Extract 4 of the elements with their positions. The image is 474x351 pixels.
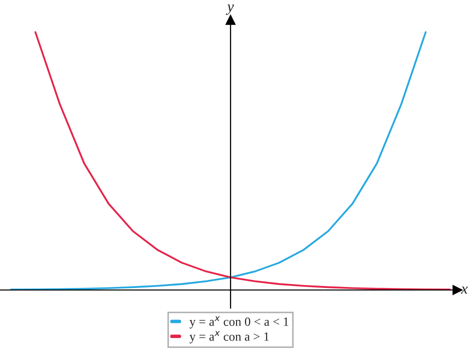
legend-label: y = a$^{x}$ con 0 < a < 1	[190, 316, 288, 328]
y-axis-title: y	[226, 4, 234, 15]
x-axis-title: x	[460, 286, 468, 294]
legend-label: y = a$^{x}$ con a > 1	[190, 331, 269, 344]
